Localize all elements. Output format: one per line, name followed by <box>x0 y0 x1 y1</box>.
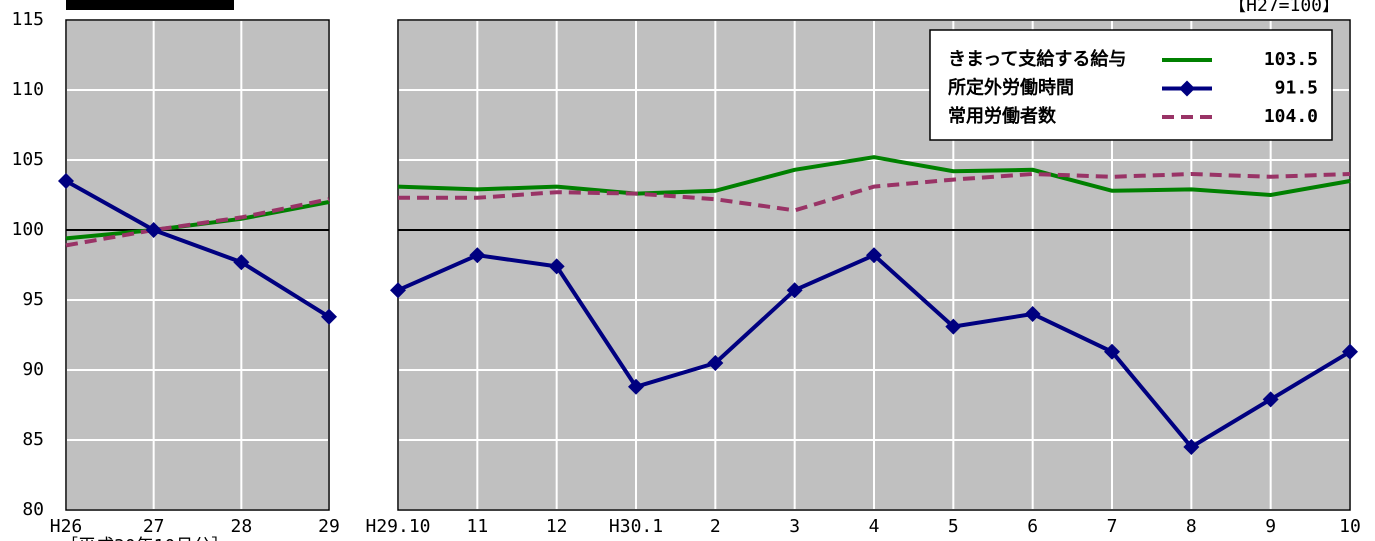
plot-border <box>65 19 330 511</box>
y-tick-label: 115 <box>11 9 44 30</box>
note: 【H27=100】 <box>1228 0 1340 16</box>
x-tick-label: H29.10 <box>365 516 430 537</box>
marker <box>786 282 803 299</box>
y-tick-label: 95 <box>22 289 44 310</box>
x-tick-label: 29 <box>318 516 340 537</box>
y-tick-label: 105 <box>11 149 44 170</box>
legend-label: 常用労働者数 <box>948 105 1057 127</box>
title-box <box>66 0 234 10</box>
marker <box>945 318 962 335</box>
x-tick-label: 3 <box>789 516 800 537</box>
marker <box>145 222 162 238</box>
marker <box>707 355 724 371</box>
x-tick-label: 28 <box>230 516 252 537</box>
x-tick-label: H30.1 <box>609 516 663 537</box>
marker <box>390 282 406 299</box>
x-tick-label: 7 <box>1107 516 1118 537</box>
y-tick-label: 85 <box>22 429 44 450</box>
plot-area <box>66 20 329 510</box>
y-tick-label: 80 <box>22 499 44 520</box>
x-tick-label: 27 <box>143 516 165 537</box>
y-tick-label: 90 <box>22 359 44 380</box>
legend-marker <box>1179 80 1195 97</box>
marker <box>1183 439 1200 455</box>
marker <box>58 173 74 189</box>
marker <box>1024 306 1041 322</box>
legend-box <box>929 29 1333 141</box>
series-line <box>65 179 331 319</box>
legend-value: 91.5 <box>1275 78 1318 99</box>
x-tick-label: 4 <box>869 516 880 537</box>
x-tick-label: 2 <box>710 516 721 537</box>
legend-label: 所定外労働時間 <box>948 77 1074 99</box>
x-tick-label: 5 <box>948 516 959 537</box>
marker <box>233 254 250 271</box>
x-tick-label: 8 <box>1186 516 1197 537</box>
marker <box>321 308 337 325</box>
x-tick-label: 6 <box>1027 516 1038 537</box>
note: ［平成30年10月分］ <box>60 536 229 541</box>
series-line <box>398 171 1351 213</box>
series-line <box>65 197 330 248</box>
legend-value: 104.0 <box>1264 106 1318 127</box>
y-tick-label: 100 <box>11 219 44 240</box>
marker <box>628 378 644 395</box>
marker <box>1262 391 1279 408</box>
legend-label: きまって支給する給与 <box>948 48 1126 70</box>
legend-value: 103.5 <box>1264 49 1318 70</box>
x-tick-label: H26 <box>50 516 83 537</box>
x-tick-label: 11 <box>466 516 488 537</box>
plot-border <box>397 19 1351 511</box>
series-line <box>397 155 1351 198</box>
marker <box>866 247 882 264</box>
marker <box>1342 343 1358 360</box>
x-tick-label: 12 <box>546 516 568 537</box>
x-tick-label: 10 <box>1339 516 1361 537</box>
marker <box>469 247 486 264</box>
marker <box>548 258 565 275</box>
x-tick-label: 9 <box>1265 516 1276 537</box>
y-tick-label: 110 <box>11 79 44 100</box>
marker <box>1104 343 1120 360</box>
